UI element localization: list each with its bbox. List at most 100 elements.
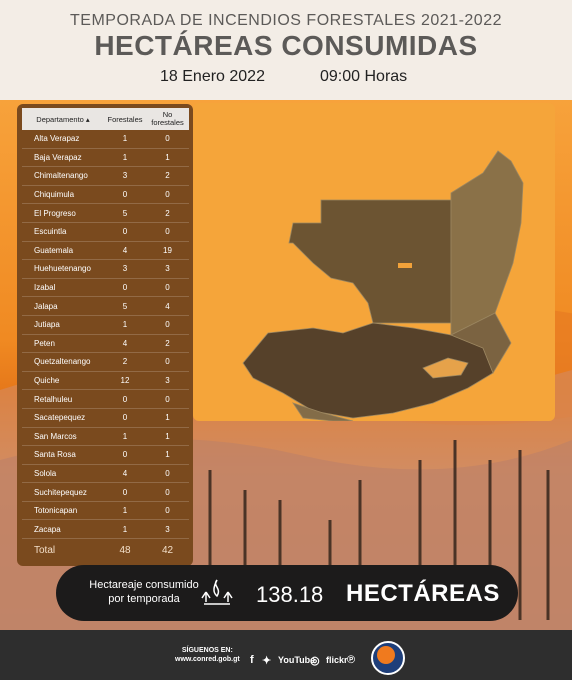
no-forestales-value: 1	[146, 427, 189, 447]
sort-arrow-icon: ▴	[85, 114, 90, 124]
department-name: San Marcos	[22, 427, 104, 447]
forestales-value: 2	[104, 352, 146, 372]
map-region-east	[450, 312, 512, 374]
department-name: Retalhuleu	[22, 389, 104, 409]
report-date: 18 Enero 2022	[160, 68, 265, 85]
twitter-icon[interactable]: ✦	[262, 655, 272, 667]
department-name: Sacatepequez	[22, 408, 104, 428]
no-forestales-value: 0	[146, 389, 189, 409]
department-name: Chiquimula	[22, 185, 104, 205]
no-forestales-value: 0	[146, 315, 189, 335]
department-name: Suchitepequez	[22, 482, 104, 502]
department-name: Jutiapa	[22, 315, 104, 335]
instagram-icon[interactable]: ◎	[310, 655, 320, 667]
youtube-icon[interactable]: YouTube	[278, 655, 316, 665]
department-name: Chimaltenango	[22, 166, 104, 186]
no-forestales-value: 2	[146, 166, 189, 186]
total-hectares-value: 138.18	[256, 582, 324, 607]
follow-us: SÍGUENOS EN: www.conred.gob.gt	[175, 647, 240, 663]
forestales-value: 1	[104, 519, 146, 540]
no-forestales-value: 2	[146, 334, 189, 354]
department-name: Escuintla	[22, 222, 104, 242]
table-row: Chimaltenango 3 2	[22, 166, 189, 186]
facebook-icon[interactable]: f	[250, 654, 254, 666]
forestales-value: 0	[104, 389, 146, 409]
forestales-value: 5	[104, 203, 146, 223]
forestales-value: 0	[104, 222, 146, 242]
no-forestales-value: 1	[146, 445, 189, 465]
department-name: Huehuetenango	[22, 259, 104, 279]
forest-fire-icon	[201, 579, 233, 605]
department-name: Quetzaltenango	[22, 352, 104, 372]
no-forestales-value: 3	[146, 259, 189, 279]
table-body: Alta Verapaz 1 0 Baja Verapaz 1 1 Chimaltenang…	[22, 130, 189, 561]
department-name: Santa Rosa	[22, 445, 104, 465]
column-header-departamento[interactable]: Departamento ▴	[22, 108, 104, 130]
table-row: Izabal 0 0	[22, 278, 189, 298]
forestales-value: 1	[104, 130, 146, 149]
conred-logo-center	[377, 646, 395, 664]
table-row: Escuintla 0 0	[22, 222, 189, 242]
page-title: HECTÁREAS CONSUMIDAS	[94, 30, 478, 61]
no-forestales-value: 0	[146, 222, 189, 242]
no-forestales-value: 0	[146, 352, 189, 372]
no-forestales-value: 0	[146, 185, 189, 205]
forestales-value: 3	[104, 259, 146, 279]
table-row: Totonicapan 1 0	[22, 501, 189, 521]
total-row: Total 48 42	[22, 539, 189, 562]
no-forestales-value: 0	[146, 464, 189, 484]
no-forestales-value: 4	[146, 296, 189, 316]
table-row: Sacatepequez 0 1	[22, 408, 189, 428]
forestales-value: 1	[104, 148, 146, 168]
summary-bar	[56, 565, 518, 621]
forestales-value: 3	[104, 166, 146, 186]
forestales-value: 4	[104, 241, 146, 261]
map-region-izabal-north	[450, 150, 524, 336]
forestales-value: 0	[104, 445, 146, 465]
table-row: Peten 4 2	[22, 334, 189, 354]
forestales-value: 0	[104, 278, 146, 298]
department-name: Quiche	[22, 371, 104, 391]
header: TEMPORADA DE INCENDIOS FORESTALES 2021-2…	[0, 0, 572, 100]
no-forestales-value: 3	[146, 519, 189, 540]
table-row: Jalapa 5 4	[22, 296, 189, 316]
department-name: Baja Verapaz	[22, 148, 104, 168]
forestales-value: 12	[104, 371, 146, 391]
table-row: Quetzaltenango 2 0	[22, 352, 189, 372]
map-region-izabal-lake	[422, 357, 469, 379]
no-forestales-value: 0	[146, 130, 189, 149]
department-table: Departamento ▴ Forestales No forestales …	[22, 108, 189, 561]
department-name: Zacapa	[22, 519, 104, 540]
table-row: Huehuetenango 3 3	[22, 259, 189, 279]
website-link[interactable]: www.conred.gob.gt	[175, 656, 240, 663]
forestales-value: 0	[104, 482, 146, 502]
pinterest-icon[interactable]: ℗	[347, 654, 356, 666]
forestales-value: 1	[104, 315, 146, 335]
season-subtitle: TEMPORADA DE INCENDIOS FORESTALES 2021-2…	[70, 12, 502, 29]
department-name: Solola	[22, 464, 104, 484]
map-marker	[398, 263, 412, 268]
department-name: Totonicapan	[22, 501, 104, 521]
map-region-peten	[288, 199, 452, 324]
table-row: Baja Verapaz 1 1	[22, 148, 189, 168]
no-forestales-value: 0	[146, 278, 189, 298]
forestales-value: 1	[104, 427, 146, 447]
department-name: Alta Verapaz	[22, 130, 104, 149]
table-row: Suchitepequez 0 0	[22, 482, 189, 502]
hectares-unit: HECTÁREAS	[346, 580, 500, 607]
column-header-no-forestales: No forestales	[146, 108, 189, 130]
table-row: San Marcos 1 1	[22, 427, 189, 447]
department-name: Izabal	[22, 278, 104, 298]
table-header-row: Departamento ▴ Forestales No forestales	[22, 108, 189, 130]
forestales-value: 5	[104, 296, 146, 316]
map-region-highlands	[242, 322, 494, 419]
report-time: 09:00 Horas	[320, 68, 408, 85]
table-row: Alta Verapaz 1 0	[22, 130, 189, 149]
flickr-icon[interactable]: flickr	[326, 655, 348, 665]
department-name: Peten	[22, 334, 104, 354]
department-name: Guatemala	[22, 241, 104, 261]
no-forestales-value: 3	[146, 371, 189, 391]
guatemala-map	[242, 150, 524, 421]
table-row: El Progreso 5 2	[22, 203, 189, 223]
total-forestales: 48	[119, 544, 131, 556]
